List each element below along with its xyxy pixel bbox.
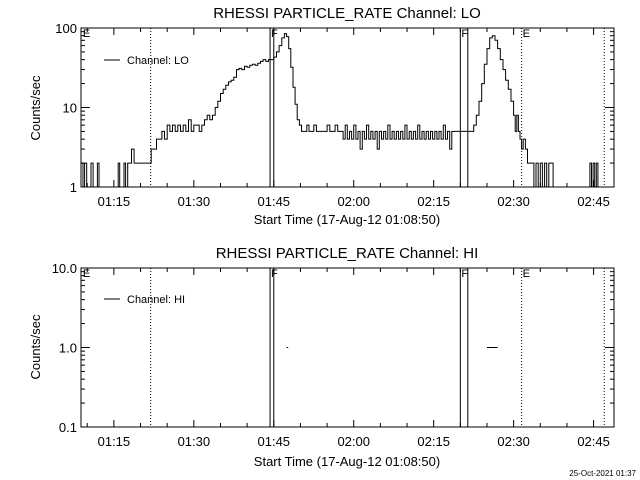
lo-y-tick-label: 100: [55, 21, 77, 36]
lo-x-tick-label: 02:30: [497, 194, 530, 209]
lo-x-tick-label: 02:00: [337, 194, 370, 209]
hi-flag-label: E: [83, 268, 90, 280]
hi-y-tick-label: 1.0: [59, 341, 77, 356]
lo-flag-label: F: [461, 28, 468, 40]
lo-y-axis-label: Counts/sec: [28, 75, 43, 141]
hi-x-tick-label: 02:00: [337, 434, 370, 449]
lo-legend-label: Channel: LO: [127, 55, 189, 67]
hi-y-axis-label: Counts/sec: [28, 314, 43, 380]
lo-y-tick-label: 1: [70, 180, 77, 195]
hi-x-tick-label: 02:15: [417, 434, 450, 449]
lo-x-tick-label: 02:45: [577, 194, 610, 209]
lo-flag-label: E: [523, 28, 530, 40]
lo-x-tick-label: 01:30: [178, 194, 211, 209]
lo-channel-panel: RHESSI PARTICLE_RATE Channel: LO Start T…: [28, 5, 615, 227]
hi-x-axis-label: Start Time (17-Aug-12 01:08:50): [254, 454, 440, 469]
generation-timestamp: 25-Oct-2021 01:37: [569, 469, 636, 478]
hi-x-tick-label: 01:15: [98, 434, 131, 449]
hi-x-tick-label: 02:30: [497, 434, 530, 449]
hi-x-tick-label: 02:45: [577, 434, 610, 449]
hi-flag-label: F: [271, 268, 278, 280]
lo-series-line: [81, 33, 599, 188]
hi-y-tick-label: 0.1: [59, 420, 77, 435]
lo-y-tick-label: 10: [63, 101, 77, 116]
lo-flag-label: F: [271, 28, 278, 40]
lo-chart-title: RHESSI PARTICLE_RATE Channel: LO: [213, 5, 481, 22]
lo-x-tick-label: 01:15: [98, 194, 131, 209]
hi-flag-label: F: [461, 268, 468, 280]
hi-x-tick-label: 01:45: [258, 434, 291, 449]
hi-channel-panel: RHESSI PARTICLE_RATE Channel: HI Start T…: [28, 245, 615, 469]
lo-x-axis-label: Start Time (17-Aug-12 01:08:50): [254, 212, 440, 227]
lo-flag-label: E: [83, 28, 90, 40]
lo-x-tick-label: 02:15: [417, 194, 450, 209]
hi-chart-title: RHESSI PARTICLE_RATE Channel: HI: [216, 245, 479, 262]
lo-x-tick-label: 01:45: [258, 194, 291, 209]
hi-legend-label: Channel: HI: [127, 294, 185, 306]
hi-flag-label: E: [523, 268, 530, 280]
hi-x-tick-label: 01:30: [178, 434, 211, 449]
hi-y-tick-label: 10.0: [52, 261, 77, 276]
